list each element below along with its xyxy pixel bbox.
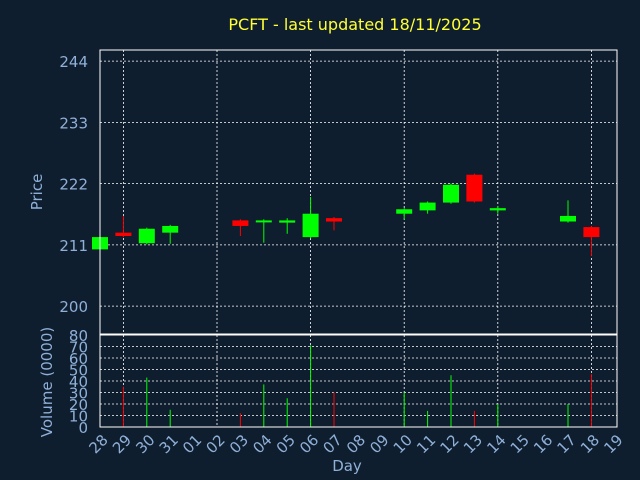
volume-tick-label: 40 [69, 373, 88, 391]
x-tick-label: 15 [507, 431, 533, 457]
x-tick-label: 14 [483, 431, 509, 457]
price-tick-label: 244 [59, 53, 88, 71]
candle-body-down [583, 227, 600, 238]
x-tick-label: 30 [132, 431, 158, 457]
x-tick-label: 05 [273, 431, 299, 457]
price-grid [100, 50, 617, 334]
price-axis-label: Price [28, 174, 46, 211]
volume-bars [122, 345, 592, 427]
candlesticks [92, 173, 600, 257]
x-tick-label: 12 [437, 431, 463, 457]
x-tick-label: 19 [600, 431, 626, 457]
price-tick-label: 200 [59, 298, 88, 316]
volume-tick-label: 10 [69, 408, 88, 426]
candle-body-up [255, 220, 272, 223]
volume-tick-label: 50 [69, 362, 88, 380]
candle-body-up [489, 208, 506, 211]
candle-body-up [302, 213, 319, 238]
volume-tick-label: 20 [69, 396, 88, 414]
x-tick-label: 08 [343, 431, 369, 457]
volume-grid [100, 334, 617, 428]
volume-panel-frame [99, 334, 618, 428]
x-tick-label: 03 [226, 431, 252, 457]
price-tick-label: 233 [59, 114, 88, 132]
price-panel-frame [99, 49, 618, 335]
x-tick-label: 17 [554, 431, 580, 457]
candle-body-down [232, 220, 249, 226]
x-tick-label: 04 [249, 431, 275, 457]
candle-body-up [560, 215, 576, 222]
price-tick-label: 222 [59, 176, 88, 194]
volume-axis-label: Volume (0000) [38, 327, 56, 437]
x-tick-label: 11 [413, 431, 439, 457]
candle-body-up [162, 225, 179, 233]
candle-body-up [138, 228, 155, 244]
x-tick-label: 16 [530, 431, 556, 457]
x-axis-ticks: 2829303101020304050607080910111213141516… [86, 431, 627, 457]
x-tick-label: 28 [86, 431, 112, 457]
candle-body-down [326, 218, 342, 222]
chart-title: PCFT - last updated 18/11/2025 [228, 15, 481, 34]
x-tick-label: 07 [320, 431, 346, 457]
price-axis-ticks: 200 211 222 233 244 [59, 53, 88, 316]
x-tick-label: 01 [179, 431, 205, 457]
volume-tick-label: 70 [69, 339, 88, 357]
x-tick-label: 10 [390, 431, 416, 457]
x-tick-label: 29 [109, 431, 135, 457]
candle-body-up [396, 209, 413, 214]
x-tick-label: 13 [460, 431, 486, 457]
candle-body-up [279, 220, 296, 223]
volume-tick-label: 80 [69, 327, 88, 345]
x-tick-label: 31 [156, 431, 182, 457]
candle-body-up [443, 184, 459, 203]
candle-body-down [466, 174, 483, 202]
price-tick-label: 211 [59, 237, 88, 255]
x-tick-label: 18 [577, 431, 603, 457]
x-tick-label: 02 [203, 431, 229, 457]
volume-tick-label: 30 [69, 385, 88, 403]
candle-body-up [419, 202, 436, 211]
candle-body-down [115, 232, 132, 236]
x-tick-label: 09 [366, 431, 392, 457]
x-axis-label: Day [332, 457, 362, 475]
volume-tick-label: 0 [78, 419, 88, 437]
volume-tick-label: 60 [69, 350, 88, 368]
x-tick-label: 06 [296, 431, 322, 457]
